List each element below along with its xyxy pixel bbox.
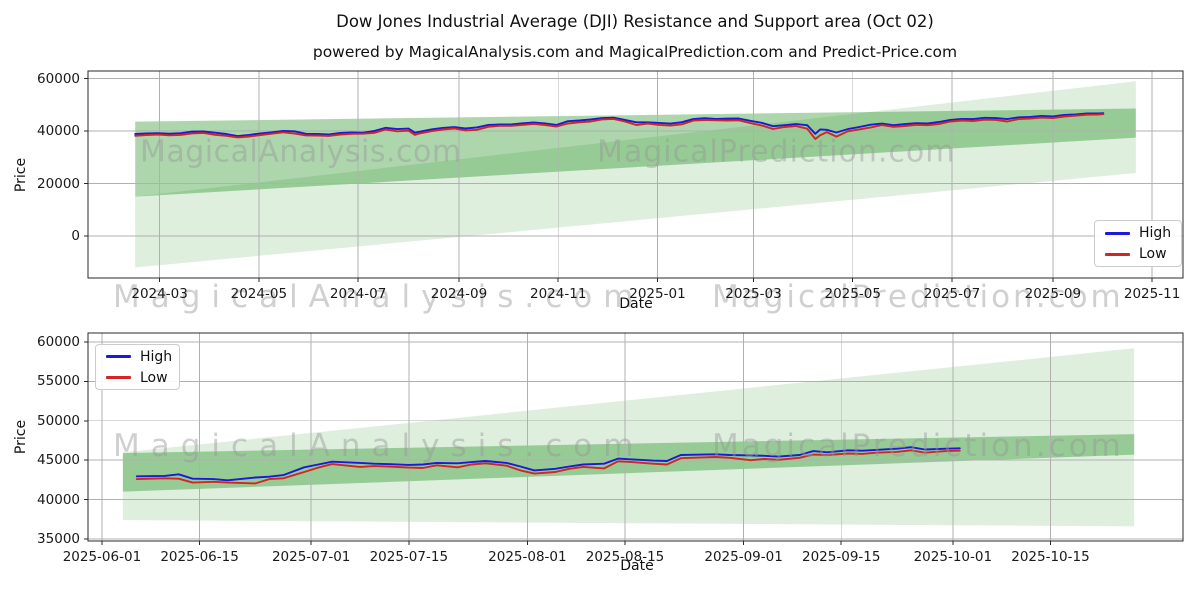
recent-detail-grid [84,333,1183,545]
low-line-swatch [106,376,131,379]
legend-entry-high: High [1105,225,1171,241]
figure-subtitle: powered by MagicalAnalysis.com and Magic… [312,43,958,61]
support-area-outer [135,81,1136,268]
recent-detail-plot-border [87,332,1184,542]
legend-entry-high: High [106,348,173,365]
recent-detail-bands [122,348,1135,527]
figure-title: Dow Jones Industrial Average (DJI) Resis… [336,12,934,31]
legend-label-low: Low [1139,246,1167,262]
overview-chart [84,70,1184,282]
low-line-swatch [1105,252,1130,256]
bottom-chart-xlabel: Date [620,558,654,574]
top-chart-xlabel: Date [619,296,653,312]
legend-entry-low: Low [1105,246,1171,262]
legend-entry-low: Low [106,370,169,386]
top-chart-ylabel: Price [13,157,29,193]
high-line-swatch [1105,231,1130,235]
top-chart-legend[interactable]: High Low [1094,220,1182,267]
overview-grid [84,71,1183,282]
legend-label-high: High [1139,225,1172,241]
low-line [135,449,961,485]
high-line-swatch [106,355,131,358]
overview-bands [135,81,1136,268]
legend-label-low: Low [140,369,168,386]
high-line [134,112,1105,138]
bottom-chart-legend[interactable]: High Low [95,344,180,390]
support-area-outer [122,348,1135,527]
overview-plot-border [87,70,1184,279]
resistance-area-inner [122,434,1135,492]
low-line [134,113,1105,140]
bottom-chart-ylabel: Price [13,419,29,455]
recent-detail-chart [84,332,1184,545]
high-line [135,446,961,482]
legend-label-high: High [140,348,173,365]
